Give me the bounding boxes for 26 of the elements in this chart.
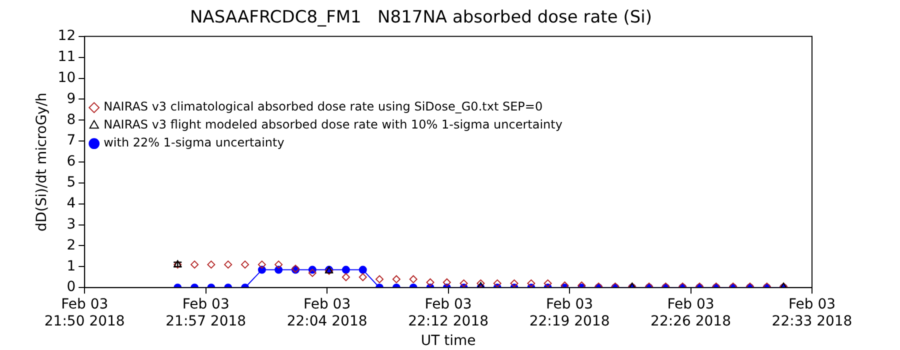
y-tick-label: 9 — [66, 90, 76, 107]
legend-label: with 22% 1-sigma uncertainty — [104, 136, 284, 150]
chart-title: NASAAFRCDC8_FM1 N817NA absorbed dose rate (Si) — [190, 8, 652, 28]
y-tick-label: 6 — [66, 154, 76, 170]
legend-label: NAIRAS v3 flight modeled absorbed dose rate with 10% 1-sigma uncertainty — [104, 118, 562, 132]
x-tick-label: Feb 03 22:33 2018 — [772, 296, 852, 330]
y-tick-label: 10 — [58, 70, 76, 86]
y-tick-label: 1 — [66, 258, 76, 274]
y-axis-title: dD(Si)/dt microGy/h — [34, 92, 50, 232]
x-tick-label: Feb 03 22:26 2018 — [650, 296, 731, 330]
y-tick-label: 0 — [66, 279, 76, 296]
y-tick-label: 3 — [66, 216, 76, 232]
y-tick-label: 8 — [66, 112, 76, 128]
legend-label: NAIRAS v3 climatological absorbed dose rate using SiDose_G0.txt SEP=0 — [104, 100, 543, 114]
x-tick-label: Feb 03 22:12 2018 — [408, 296, 489, 330]
x-tick-label: Feb 03 22:19 2018 — [529, 296, 610, 330]
x-tick-label: Feb 03 21:57 2018 — [166, 296, 246, 330]
y-tick-label: 5 — [66, 174, 76, 191]
x-axis-title: UT time — [420, 333, 476, 350]
y-tick-label: 12 — [58, 28, 76, 44]
y-tick-label: 4 — [66, 196, 76, 212]
y-tick-label: 11 — [58, 48, 76, 65]
x-tick-label: Feb 03 22:04 2018 — [286, 296, 368, 330]
y-tick-label: 7 — [66, 132, 76, 149]
y-tick-label: 2 — [66, 237, 76, 254]
x-tick-label: Feb 03 21:50 2018 — [44, 296, 125, 330]
